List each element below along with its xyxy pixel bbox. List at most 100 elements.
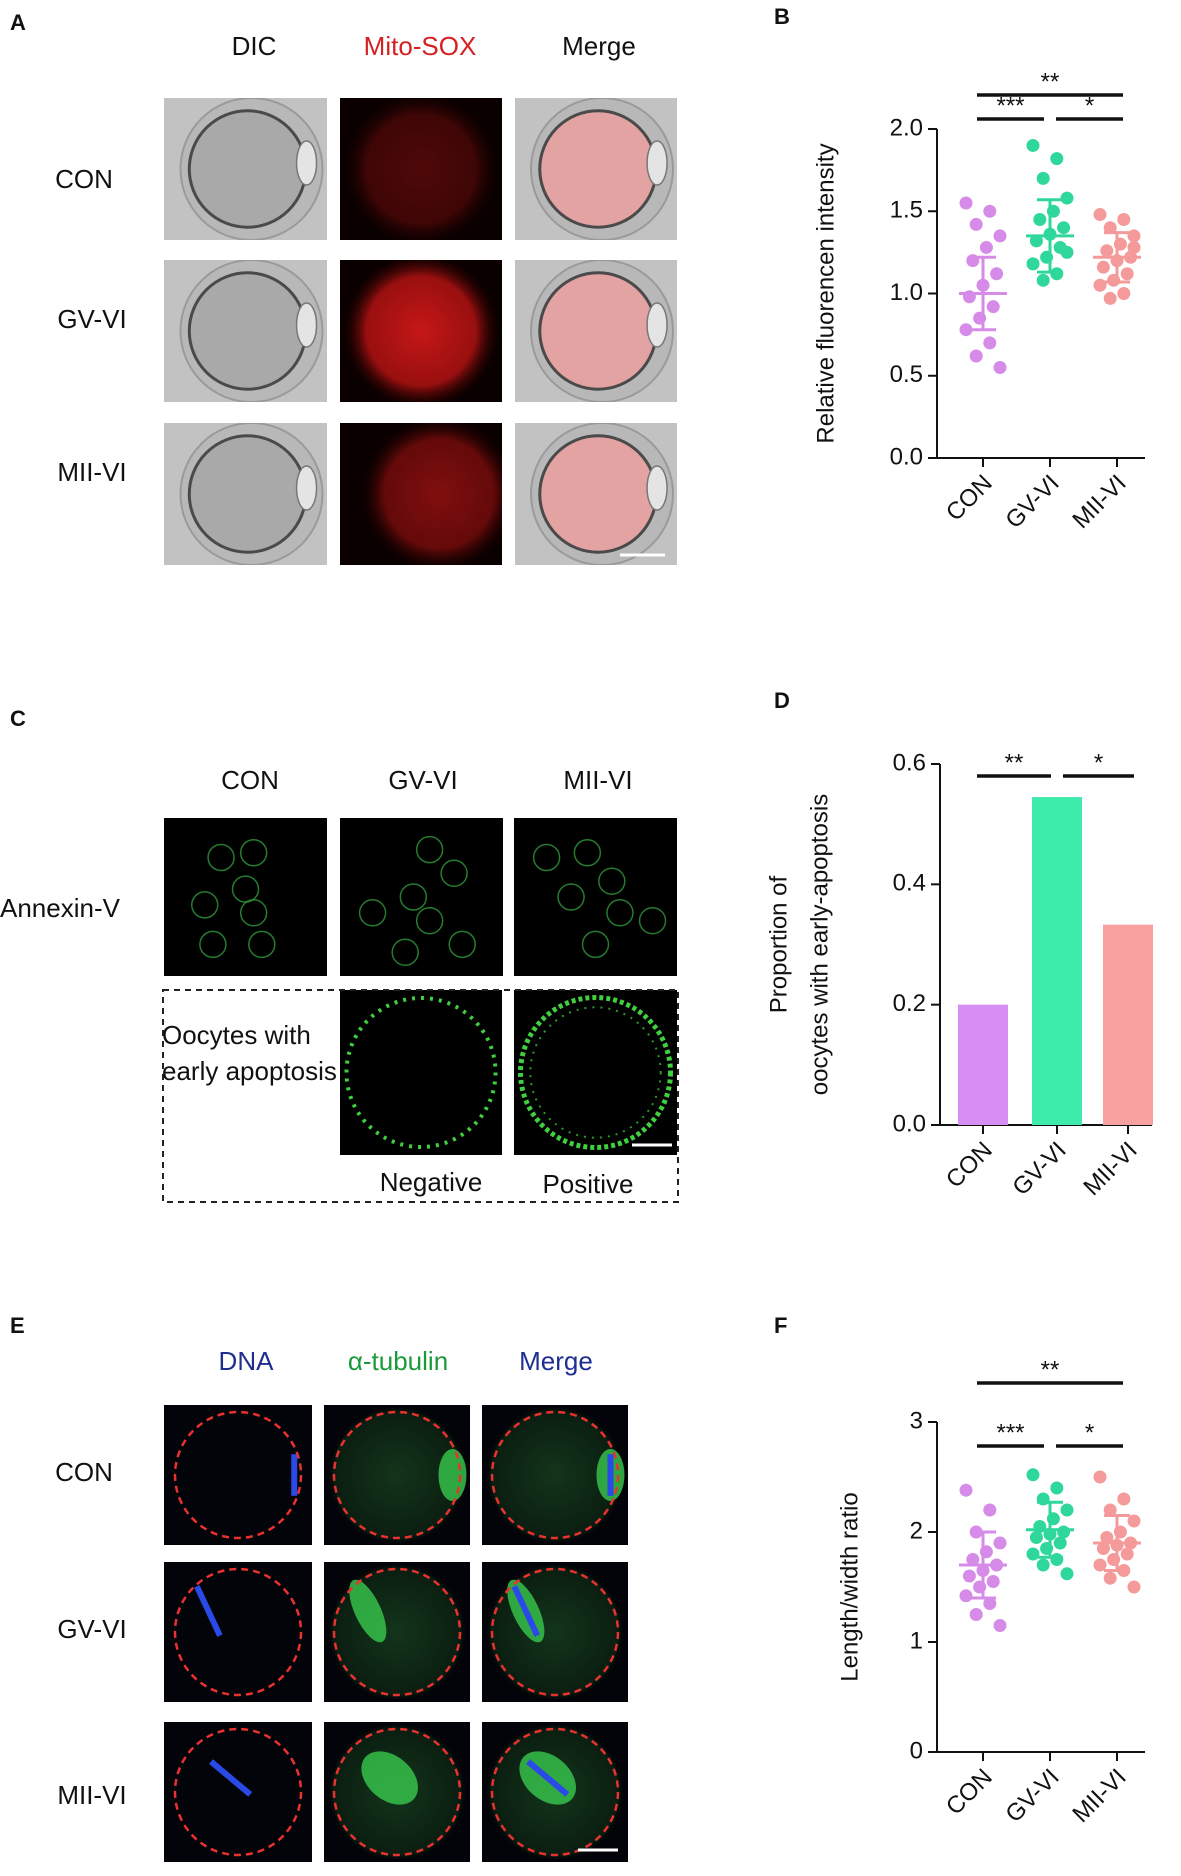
spindle	[349, 1579, 387, 1643]
y-tick-label: 2.0	[890, 114, 923, 141]
micrograph	[164, 423, 327, 565]
outline	[490, 1410, 620, 1540]
column-label: DNA	[219, 1346, 275, 1376]
data-point	[1036, 1558, 1050, 1572]
data-point	[1026, 257, 1040, 271]
row-label: CON	[55, 164, 113, 194]
oocyte	[538, 271, 658, 391]
cell	[557, 883, 585, 911]
oocyte	[538, 109, 658, 229]
data-point	[1093, 1470, 1107, 1484]
column-label: DIC	[232, 31, 277, 61]
y-axis-label: Relative fluorencen intensity	[812, 143, 839, 443]
x-tick-label: GV-VI	[1000, 470, 1064, 534]
data-point	[1103, 221, 1117, 235]
data-point	[1033, 212, 1047, 226]
y-tick-label: 3	[910, 1407, 923, 1434]
micrograph	[515, 423, 677, 565]
x-tick-label: CON	[941, 1137, 998, 1194]
chromosomes	[526, 1759, 570, 1797]
micrograph	[164, 1562, 312, 1702]
panel-letter: E	[10, 1313, 25, 1338]
data-point	[966, 1553, 980, 1566]
data-point	[962, 1569, 976, 1583]
micrograph	[164, 1405, 312, 1545]
box-label: Negative	[380, 1167, 483, 1197]
significance-label: ***	[996, 92, 1024, 119]
chromosomes	[607, 1454, 614, 1496]
data-point	[1120, 1547, 1134, 1561]
significance-label: *	[1094, 749, 1103, 776]
polar-body	[295, 465, 318, 511]
significance-label: *	[1085, 1419, 1094, 1446]
data-point	[1103, 291, 1117, 305]
micrograph	[164, 818, 327, 976]
y-tick-label: 0.4	[893, 870, 926, 897]
micrograph	[164, 98, 327, 240]
column-label: GV-VI	[388, 765, 457, 795]
micrograph	[340, 98, 502, 240]
oocyte	[538, 434, 658, 554]
panel-letter: F	[774, 1313, 787, 1338]
cell	[440, 859, 468, 888]
row-label: Annexin-V	[0, 893, 121, 923]
x-tick-label: GV-VI	[1007, 1137, 1071, 1201]
data-point	[1127, 229, 1141, 243]
column-label: Merge	[519, 1346, 593, 1376]
cell	[391, 938, 419, 967]
membrane	[344, 995, 498, 1150]
chromosomes	[511, 1585, 541, 1637]
cytoplasm	[327, 1562, 467, 1702]
data-point	[1120, 267, 1134, 281]
polar-body	[295, 302, 318, 348]
data-point	[1103, 1503, 1117, 1517]
micrograph	[515, 260, 677, 402]
data-point	[1093, 1558, 1107, 1572]
data-point	[1117, 212, 1131, 226]
micrograph	[514, 818, 677, 976]
outline	[490, 1567, 620, 1697]
bg	[514, 990, 677, 1155]
data-point	[959, 1589, 973, 1603]
data-point	[1100, 1531, 1114, 1544]
y-axis-label: Length/width ratio	[836, 1492, 863, 1681]
panel-letter: B	[774, 4, 790, 29]
membrane	[529, 1006, 662, 1139]
row-label: GV-VI	[57, 1614, 126, 1644]
panel-letter: C	[10, 706, 26, 731]
y-tick-label: 1.5	[890, 197, 923, 224]
micrograph	[515, 98, 677, 240]
row-label: GV-VI	[57, 304, 126, 334]
spindle	[438, 1449, 467, 1501]
cytoplasm	[327, 1405, 467, 1545]
y-tick-label: 0.0	[890, 443, 923, 470]
cytoplasm	[485, 1562, 625, 1702]
micrograph	[340, 818, 503, 976]
data-point	[1026, 1547, 1040, 1561]
y-tick-label: 0.2	[893, 990, 926, 1017]
significance-label: **	[1041, 68, 1060, 95]
data-point	[986, 300, 1000, 314]
cytoplasm	[485, 1405, 625, 1545]
significance-label: **	[1041, 1356, 1060, 1383]
polar-body	[646, 465, 668, 511]
micrograph	[514, 990, 677, 1155]
data-point	[1060, 1503, 1074, 1517]
y-tick-label: 0.0	[893, 1110, 926, 1137]
cell	[606, 899, 634, 927]
significance-label: *	[1085, 92, 1094, 119]
cell	[573, 839, 602, 867]
data-point	[1103, 1571, 1117, 1585]
data-point	[993, 361, 1007, 375]
micrograph	[324, 1722, 470, 1862]
outline	[332, 1410, 462, 1540]
micrograph	[164, 1722, 312, 1862]
bg	[164, 1562, 312, 1702]
cell	[532, 843, 561, 872]
data-point	[1060, 1567, 1074, 1581]
column-label: MII-VI	[563, 765, 632, 795]
outline	[490, 1727, 620, 1857]
y-tick-label: 0.5	[890, 361, 923, 388]
panel-letter: D	[774, 688, 790, 713]
